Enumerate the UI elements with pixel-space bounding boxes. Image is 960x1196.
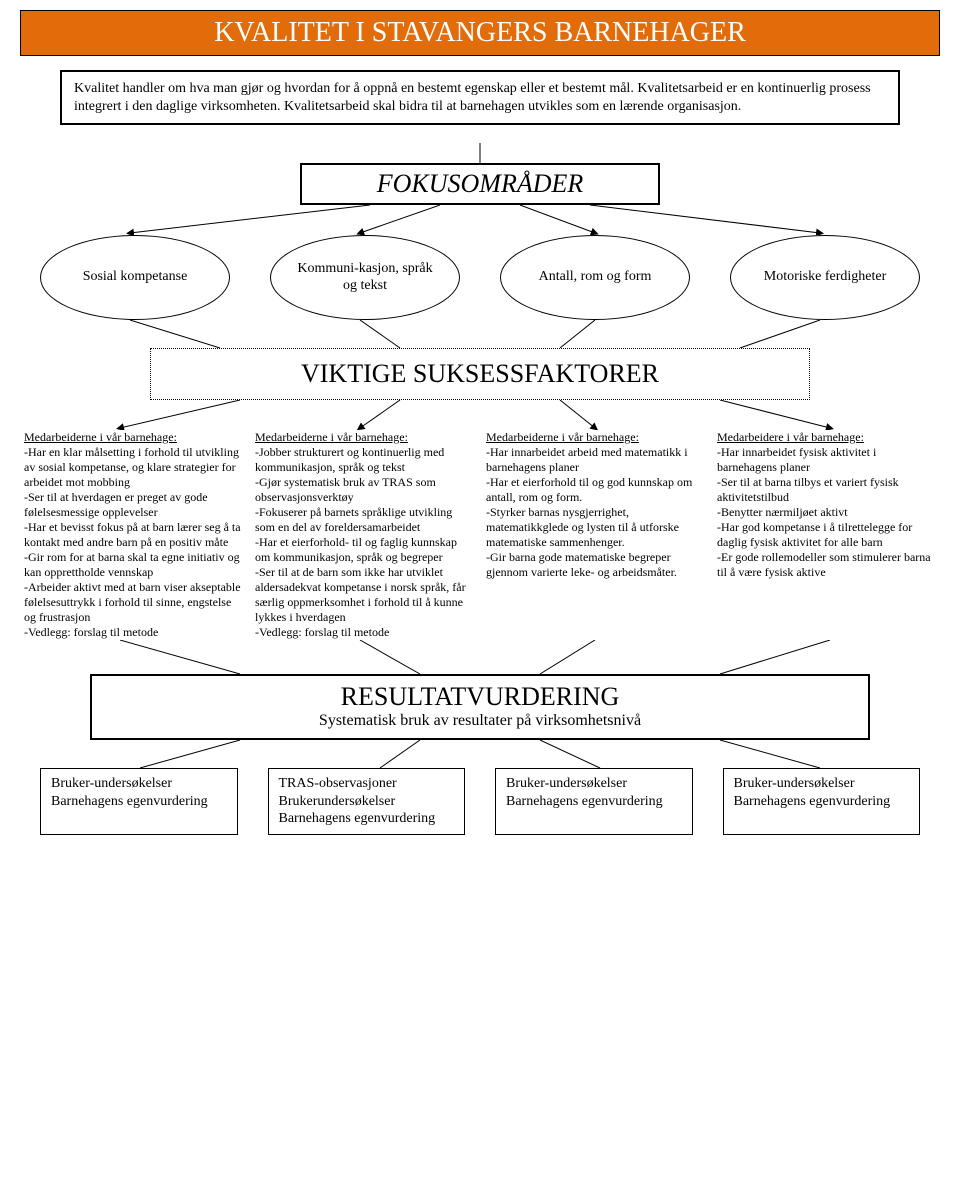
col-2-head: Medarbeiderne i vår barnehage: xyxy=(255,430,408,444)
resultat-box: RESULTATVURDERING Systematisk bruk av re… xyxy=(90,674,870,740)
ellipse-antall: Antall, rom og form xyxy=(500,235,690,320)
bottom-box-4: Bruker-undersøkelser Barnehagens egenvur… xyxy=(723,768,921,835)
col-4-head: Medarbeidere i vår barnehage: xyxy=(717,430,864,444)
fokus-box: FOKUSOMRÅDER xyxy=(300,163,660,205)
connector-fokus-ellipses xyxy=(20,205,940,235)
viktige-box: VIKTIGE SUKSESSFAKTORER xyxy=(150,348,810,400)
col-1: Medarbeiderne i vår barnehage: -Har en k… xyxy=(24,430,243,640)
connector-ellipses-viktige xyxy=(20,320,940,348)
ellipse-sosial: Sosial kompetanse xyxy=(40,235,230,320)
title-banner: KVALITET I STAVANGERS BARNEHAGER xyxy=(20,10,940,56)
ellipse-row: Sosial kompetanse Kommuni-kasjon, språk … xyxy=(40,235,920,320)
bottom-box-2: TRAS-observasjoner Brukerundersøkelser B… xyxy=(268,768,466,835)
bottom-row: Bruker-undersøkelser Barnehagens egenvur… xyxy=(40,768,920,835)
col-3-head: Medarbeiderne i vår barnehage: xyxy=(486,430,639,444)
col-1-body: -Har en klar målsetting i forhold til ut… xyxy=(24,445,241,639)
col-3-body: -Har innarbeidet arbeid med matematikk i… xyxy=(486,445,692,579)
connector-intro-fokus xyxy=(20,143,940,163)
col-4-body: -Har innarbeidet fysisk aktivitet i barn… xyxy=(717,445,931,579)
resultat-sub: Systematisk bruk av resultater på virkso… xyxy=(92,712,868,730)
col-2: Medarbeiderne i vår barnehage: -Jobber s… xyxy=(255,430,474,640)
connector-viktige-cols xyxy=(20,400,940,430)
resultat-title: RESULTATVURDERING xyxy=(92,682,868,712)
connector-resultat-bottom xyxy=(20,740,940,768)
col-2-body: -Jobber strukturert og kontinuerlig med … xyxy=(255,445,466,639)
col-1-head: Medarbeiderne i vår barnehage: xyxy=(24,430,177,444)
bottom-box-1: Bruker-undersøkelser Barnehagens egenvur… xyxy=(40,768,238,835)
intro-box: Kvalitet handler om hva man gjør og hvor… xyxy=(60,70,900,125)
bottom-box-3: Bruker-undersøkelser Barnehagens egenvur… xyxy=(495,768,693,835)
columns-row: Medarbeiderne i vår barnehage: -Har en k… xyxy=(24,430,936,640)
col-4: Medarbeidere i vår barnehage: -Har innar… xyxy=(717,430,936,640)
col-3: Medarbeiderne i vår barnehage: -Har inna… xyxy=(486,430,705,640)
ellipse-motoriske: Motoriske ferdigheter xyxy=(730,235,920,320)
ellipse-kommunikasjon: Kommuni-kasjon, språk og tekst xyxy=(270,235,460,320)
connector-cols-resultat xyxy=(20,640,940,674)
